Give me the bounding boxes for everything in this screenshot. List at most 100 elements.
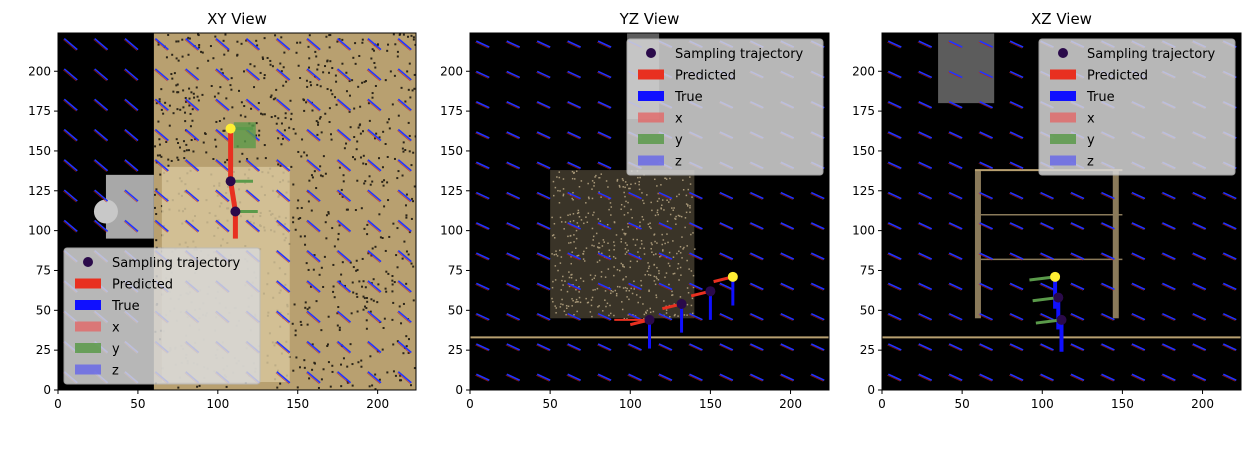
x-tick-label: 100 <box>1031 397 1054 411</box>
legend-swatch <box>638 69 664 80</box>
legend-swatch <box>75 343 101 353</box>
y-tick-label: 100 <box>440 224 463 238</box>
legend-swatch <box>638 155 664 166</box>
legend-box <box>626 38 824 176</box>
y-tick-label: 175 <box>852 104 875 118</box>
x-tick-label: 100 <box>206 397 229 411</box>
legend-box <box>63 247 261 385</box>
y-tick-label: 100 <box>28 224 51 238</box>
y-tick-label: 100 <box>852 224 875 238</box>
legend-label: y <box>1087 133 1095 148</box>
x-tick-label: 200 <box>366 397 389 411</box>
predicted-arrow <box>228 180 238 212</box>
legend-swatch <box>1050 134 1076 144</box>
plot-frame <box>469 32 830 391</box>
y-tick-label: 75 <box>36 263 51 277</box>
trajectory-point <box>225 123 236 134</box>
plot-frame <box>57 32 417 391</box>
legend-label: z <box>675 155 682 170</box>
plot-frame <box>881 32 1242 391</box>
legend-label: y <box>675 133 683 148</box>
y-tick-label: 0 <box>867 383 875 397</box>
y-tick-label: 0 <box>43 383 51 397</box>
x-tick-label: 150 <box>1111 397 1134 411</box>
x-tick-label: 0 <box>466 397 474 411</box>
y-tick-label: 50 <box>36 303 51 317</box>
x-tick-label: 0 <box>54 397 62 411</box>
legend: Sampling trajectory Predicted True xyz <box>626 38 824 176</box>
y-tick-label: 50 <box>448 303 463 317</box>
trajectory-arrows <box>1029 275 1064 352</box>
y-tick-label: 125 <box>28 184 51 198</box>
y-tick-label: 175 <box>440 104 463 118</box>
box-wall-right <box>1112 170 1119 319</box>
y-tick-label: 0 <box>455 383 463 397</box>
box-side <box>550 170 695 319</box>
y-tick-label: 50 <box>860 303 875 317</box>
legend-swatch <box>1050 155 1076 166</box>
legend-swatch <box>75 364 101 375</box>
x-tick-label: 50 <box>542 397 557 411</box>
legend-swatch <box>638 112 664 123</box>
trajectory-point <box>230 206 241 217</box>
chart-title: XY View <box>207 10 267 28</box>
legend: Sampling trajectory Predicted True xyz <box>1038 38 1236 176</box>
legend-swatch <box>1050 69 1076 80</box>
x-tick-label: 50 <box>954 397 969 411</box>
legend-label: x <box>112 321 120 336</box>
x-tick-label: 150 <box>699 397 722 411</box>
legend-swatch <box>638 91 664 101</box>
panel-3: XZ View 0 50 100 150 200 0 25 50 75 100 125 150 175 20… <box>852 10 1242 411</box>
legend-marker <box>1058 48 1068 58</box>
y-tick-label: 150 <box>852 144 875 158</box>
x-tick-label: 150 <box>286 397 309 411</box>
legend-label: y <box>112 342 120 357</box>
y-tick-label: 150 <box>28 144 51 158</box>
legend-label: z <box>112 364 119 379</box>
y-tick-label: 25 <box>448 343 463 357</box>
trajectory-point <box>705 286 716 297</box>
legend-label: x <box>675 112 683 127</box>
x-tick-label: 50 <box>130 397 145 411</box>
legend-label: True <box>111 299 140 314</box>
chart-title: XZ View <box>1031 10 1092 28</box>
y-tick-label: 175 <box>28 104 51 118</box>
legend-swatch <box>1050 112 1076 123</box>
legend-swatch <box>75 300 101 310</box>
chart-title: YZ View <box>619 10 680 28</box>
y-tick-label: 75 <box>448 263 463 277</box>
trajectory-point <box>1053 292 1064 303</box>
trajectory-point <box>644 314 655 325</box>
y-tick-label: 125 <box>440 184 463 198</box>
legend-swatch <box>1050 91 1076 101</box>
legend-label: z <box>1087 155 1094 170</box>
y-tick-label: 75 <box>860 263 875 277</box>
legend-marker <box>646 48 656 58</box>
trajectory-point <box>727 271 738 282</box>
y-tick-label: 25 <box>860 343 875 357</box>
y-tick-label: 25 <box>36 343 51 357</box>
box-wall-left <box>974 170 981 319</box>
legend-label: Predicted <box>112 278 173 293</box>
y-tick-label: 200 <box>440 64 463 78</box>
x-tick-label: 0 <box>878 397 886 411</box>
legend-label: Sampling trajectory <box>1087 47 1216 62</box>
legend-marker <box>83 257 93 267</box>
y-tick-label: 200 <box>852 64 875 78</box>
legend-label: True <box>1086 90 1115 105</box>
legend-label: True <box>674 90 703 105</box>
legend-box <box>1038 38 1236 176</box>
panel-2: YZ View 0 50 100 150 200 0 25 50 75 100 125 150 175 20… <box>440 10 830 411</box>
trajectory-point <box>676 298 687 309</box>
x-tick-label: 200 <box>779 397 802 411</box>
trajectory-point <box>225 176 236 187</box>
trajectory-point <box>1056 314 1067 325</box>
legend-label: x <box>1087 112 1095 127</box>
y-tick-label: 200 <box>28 64 51 78</box>
x-tick-label: 100 <box>619 397 642 411</box>
legend-swatch <box>75 321 101 332</box>
legend-swatch <box>638 134 664 144</box>
legend: Sampling trajectory Predicted True xyz <box>63 247 261 385</box>
legend-label: Sampling trajectory <box>112 256 241 271</box>
